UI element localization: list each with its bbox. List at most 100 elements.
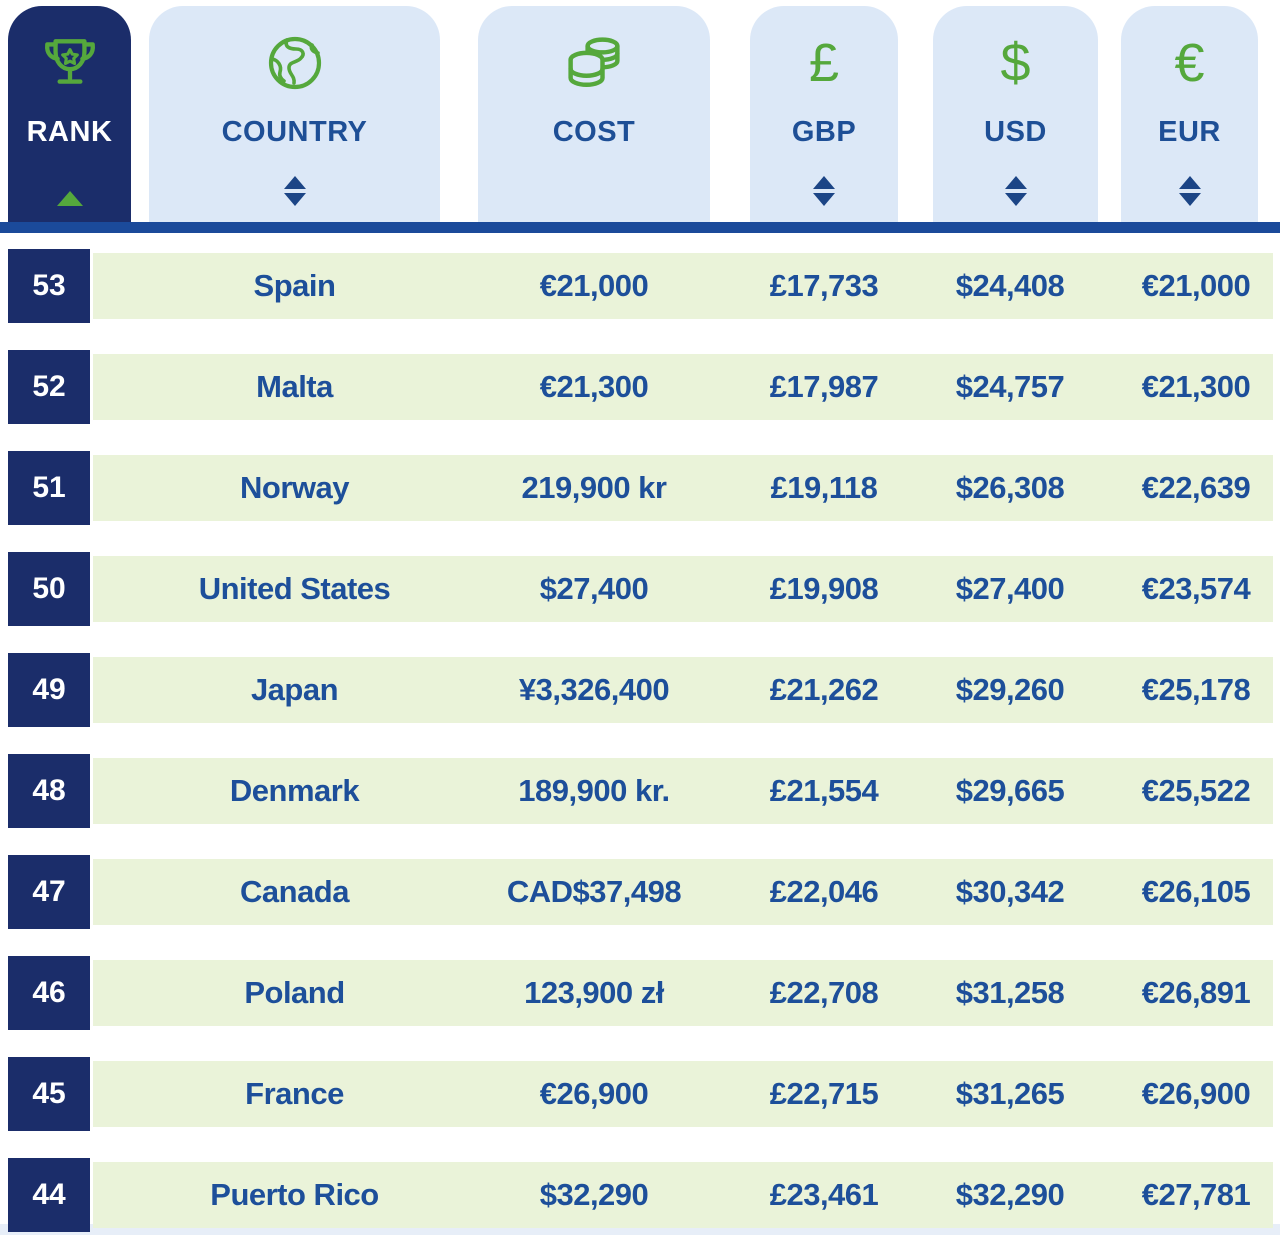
table-row: 52 Malta €21,300 £17,987 $24,757 €21,300 bbox=[0, 350, 1280, 424]
column-header-rank[interactable]: RANK bbox=[8, 6, 131, 222]
usd-cell: $24,408 bbox=[955, 268, 1065, 303]
sort-control-usd[interactable] bbox=[1004, 176, 1027, 206]
usd-cell: $24,757 bbox=[955, 369, 1065, 404]
column-label-cost: COST bbox=[552, 116, 636, 148]
table-row: 45 France €26,900 £22,715 $31,265 €26,90… bbox=[0, 1057, 1280, 1131]
cost-cell: 189,900 kr. bbox=[518, 773, 670, 808]
usd-cell: $26,308 bbox=[955, 470, 1065, 505]
column-header-country[interactable]: COUNTRY bbox=[149, 6, 440, 222]
gbp-cell: £19,118 bbox=[770, 470, 878, 505]
cost-cell: $27,400 bbox=[539, 571, 649, 606]
table-row: 50 United States $27,400 £19,908 $27,400… bbox=[0, 552, 1280, 626]
column-header-gbp[interactable]: £ GBP bbox=[750, 6, 898, 222]
gbp-cell: £21,554 bbox=[769, 773, 879, 808]
rank-cell: 52 bbox=[8, 350, 90, 424]
usd-cell: $29,665 bbox=[955, 773, 1065, 808]
eur-cell: €25,178 bbox=[1141, 672, 1251, 707]
gbp-cell: £23,461 bbox=[769, 1177, 879, 1212]
rank-cell: 48 bbox=[8, 754, 90, 828]
usd-cell: $30,342 bbox=[955, 874, 1065, 909]
cost-cell: 219,900 kr bbox=[521, 470, 667, 505]
gbp-cell: £22,708 bbox=[769, 975, 879, 1010]
gbp-cell: £17,733 bbox=[769, 268, 879, 303]
eur-cell: €27,781 bbox=[1141, 1177, 1251, 1212]
table-row: 47 Canada CAD$37,498 £22,046 $30,342 €26… bbox=[0, 855, 1280, 929]
cost-cell: €21,300 bbox=[539, 369, 649, 404]
table-row: 44 Puerto Rico $32,290 £23,461 $32,290 €… bbox=[0, 1158, 1280, 1232]
rank-cell: 44 bbox=[8, 1158, 90, 1232]
cost-cell: $32,290 bbox=[539, 1177, 649, 1212]
row-band bbox=[93, 253, 1273, 319]
eur-cell: €26,891 bbox=[1141, 975, 1251, 1010]
country-cell: France bbox=[245, 1076, 344, 1111]
column-label-gbp: GBP bbox=[791, 116, 857, 148]
rank-cell: 53 bbox=[8, 249, 90, 323]
eur-cell: €21,000 bbox=[1141, 268, 1251, 303]
gbp-cell: £22,715 bbox=[769, 1076, 879, 1111]
row-band bbox=[93, 1061, 1273, 1127]
cost-cell: €21,000 bbox=[539, 268, 649, 303]
euro-icon: € bbox=[1174, 33, 1205, 93]
usd-cell: $29,260 bbox=[955, 672, 1065, 707]
rank-cell: 47 bbox=[8, 855, 90, 929]
eur-cell: €26,105 bbox=[1141, 874, 1251, 909]
pound-sterling-icon: £ bbox=[808, 33, 840, 93]
column-header-usd[interactable]: $ USD bbox=[933, 6, 1098, 222]
rank-cell: 51 bbox=[8, 451, 90, 525]
country-cell: Poland bbox=[244, 975, 345, 1010]
eur-cell: €21,300 bbox=[1141, 369, 1251, 404]
table-row: 49 Japan ¥3,326,400 £21,262 $29,260 €25,… bbox=[0, 653, 1280, 727]
country-cell: Malta bbox=[256, 369, 333, 404]
table-rows: 53 Spain €21,000 £17,733 $24,408 €21,000… bbox=[0, 249, 1280, 1235]
usd-cell: $31,265 bbox=[955, 1076, 1065, 1111]
row-band bbox=[93, 859, 1273, 925]
rank-cell: 49 bbox=[8, 653, 90, 727]
country-cell: United States bbox=[198, 571, 391, 606]
country-cell: Norway bbox=[240, 470, 349, 505]
gbp-cell: £19,908 bbox=[769, 571, 879, 606]
country-cell: Puerto Rico bbox=[210, 1177, 379, 1212]
sort-control-country[interactable] bbox=[283, 176, 306, 206]
row-band bbox=[93, 1162, 1273, 1228]
country-cell: Canada bbox=[240, 874, 349, 909]
usd-cell: $27,400 bbox=[955, 571, 1065, 606]
column-header-eur[interactable]: € EUR bbox=[1121, 6, 1258, 222]
rank-cell: 46 bbox=[8, 956, 90, 1030]
table-row: 46 Poland 123,900 zł £22,708 $31,258 €26… bbox=[0, 956, 1280, 1030]
row-band bbox=[93, 657, 1273, 723]
dollar-icon: $ bbox=[1000, 33, 1031, 93]
trophy-icon bbox=[37, 6, 103, 106]
table-row: 51 Norway 219,900 kr £19,118 $26,308 €22… bbox=[0, 451, 1280, 525]
table-row: 48 Denmark 189,900 kr. £21,554 $29,665 €… bbox=[0, 754, 1280, 828]
gbp-cell: £21,262 bbox=[769, 672, 879, 707]
header-divider-bar bbox=[0, 222, 1280, 233]
row-band bbox=[93, 556, 1273, 622]
column-label-rank: RANK bbox=[26, 116, 113, 148]
rank-cell: 50 bbox=[8, 552, 90, 626]
table-row: 53 Spain €21,000 £17,733 $24,408 €21,000 bbox=[0, 249, 1280, 323]
usd-cell: $31,258 bbox=[955, 975, 1065, 1010]
eur-cell: €22,639 bbox=[1141, 470, 1251, 505]
row-band bbox=[93, 758, 1273, 824]
cost-cell: €26,900 bbox=[539, 1076, 649, 1111]
sort-ascending-icon[interactable] bbox=[56, 191, 83, 206]
column-label-eur: EUR bbox=[1158, 116, 1221, 148]
sort-control-gbp[interactable] bbox=[813, 176, 835, 206]
country-cell: Japan bbox=[250, 672, 339, 707]
cost-cell: ¥3,326,400 bbox=[518, 672, 670, 707]
gbp-cell: £17,987 bbox=[769, 369, 879, 404]
coins-icon bbox=[560, 6, 628, 106]
cost-cell: 123,900 zł bbox=[524, 975, 664, 1010]
column-header-cost[interactable]: COST bbox=[478, 6, 710, 222]
eur-cell: €26,900 bbox=[1141, 1076, 1251, 1111]
column-label-country: COUNTRY bbox=[221, 116, 368, 148]
sort-control-eur[interactable] bbox=[1178, 176, 1201, 206]
eur-cell: €25,522 bbox=[1141, 773, 1251, 808]
usd-cell: $32,290 bbox=[955, 1177, 1065, 1212]
gbp-cell: £22,046 bbox=[769, 874, 879, 909]
rank-cell: 45 bbox=[8, 1057, 90, 1131]
cost-cell: CAD$37,498 bbox=[506, 874, 682, 909]
country-cell: Spain bbox=[253, 268, 336, 303]
country-cell: Denmark bbox=[229, 773, 360, 808]
